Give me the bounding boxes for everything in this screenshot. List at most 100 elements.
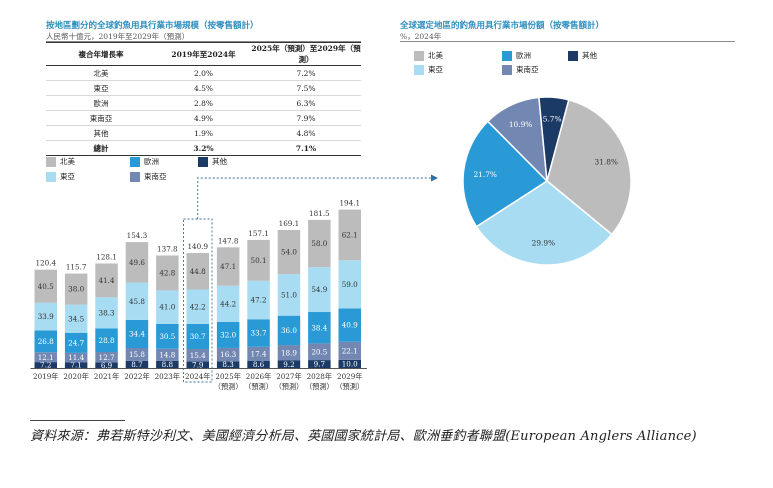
legend-item-east-asia: 東亞 bbox=[414, 64, 443, 75]
bar-total-label: 137.8 bbox=[157, 244, 178, 253]
left-header-rule bbox=[46, 41, 361, 42]
table-cell: 4.8% bbox=[251, 125, 361, 141]
bar-segment bbox=[34, 269, 57, 303]
pie-slice-label: 10.9% bbox=[509, 120, 532, 129]
bar-segment-label: 17.4 bbox=[251, 349, 267, 358]
right-header-rule bbox=[400, 41, 735, 42]
bar-segment-label: 14.8 bbox=[159, 350, 175, 359]
bar-segment bbox=[64, 332, 88, 353]
bar-segment-label: 22.1 bbox=[342, 346, 358, 355]
pie-slice bbox=[475, 180, 613, 266]
stacked-bar-chart: 7.212.1 26.8 33.9 40.5 120.4 2019年 7.111.4 24.7… bbox=[30, 199, 367, 391]
pie-chart: 31.8% 29.9% 21.7% 10.9% 5.7% bbox=[462, 96, 632, 266]
bar-segment-label: 9.2 bbox=[283, 360, 294, 369]
legend-label: 其他 bbox=[582, 51, 597, 60]
legend-item-southeast-asia: 東南亞 bbox=[502, 64, 539, 75]
bar-segment-label: 18.9 bbox=[281, 348, 297, 357]
bar-segment-label: 49.6 bbox=[129, 258, 145, 267]
bar-segment-label: 34.4 bbox=[129, 330, 145, 339]
legend-label: 東南亞 bbox=[516, 65, 539, 74]
x-tick-label: 2026年 bbox=[246, 372, 271, 381]
bar-segment-label: 28.8 bbox=[99, 336, 115, 345]
x-tick-note: （預測） bbox=[335, 382, 364, 391]
bar-segment bbox=[216, 347, 240, 362]
legend-label: 歐洲 bbox=[144, 157, 159, 166]
bar-segment bbox=[95, 328, 118, 353]
bar-segment-label: 16.3 bbox=[220, 350, 236, 359]
table-row: 北美 2.0% 7.2% bbox=[46, 65, 361, 81]
legend-item-southeast-asia: 東南亞 bbox=[130, 171, 167, 182]
bar-segment-label: 50.1 bbox=[251, 256, 267, 265]
bar-total-label: 115.7 bbox=[66, 263, 87, 272]
bar-segment-label: 24.7 bbox=[68, 338, 84, 347]
left-chart-subtitle: 人民幣十億元，2019年至2029年（預測） bbox=[46, 32, 190, 41]
bar-segment bbox=[125, 319, 149, 349]
bar-segment bbox=[34, 352, 57, 363]
bar-segment bbox=[125, 360, 149, 368]
bar-segment bbox=[186, 252, 209, 290]
bar-segment bbox=[95, 362, 118, 368]
bar-segment bbox=[186, 361, 209, 368]
bar-segment-label: 8.6 bbox=[253, 360, 265, 369]
bar-segment-label: 30.5 bbox=[159, 332, 175, 341]
bar-segment bbox=[125, 242, 149, 283]
bar-segment-label: 15.8 bbox=[129, 350, 145, 359]
bar-segment-label: 38.0 bbox=[68, 285, 84, 294]
bar-segment-label: 12.1 bbox=[38, 353, 54, 362]
table-cell: 7.5% bbox=[251, 80, 361, 96]
bar-segment-label: 54.0 bbox=[281, 248, 297, 257]
cagr-table-header: 複合年增長率 2019年至2024年 2025年（預測）至2029年（預測） bbox=[46, 42, 361, 66]
bar-segment bbox=[186, 348, 209, 362]
legend-swatch bbox=[414, 51, 424, 61]
bar-segment bbox=[95, 352, 118, 363]
table-row: 東南亞 4.9% 7.9% bbox=[46, 110, 361, 126]
legend-swatch bbox=[46, 157, 56, 167]
highlight-connector bbox=[183, 174, 438, 383]
bar-segment bbox=[338, 260, 361, 309]
x-tick-label: 2020年 bbox=[63, 372, 88, 381]
bar-total-label: 181.5 bbox=[309, 209, 330, 218]
legend-label: 歐洲 bbox=[516, 51, 531, 60]
table-cell: 東南亞 bbox=[46, 110, 156, 126]
bar-segment bbox=[308, 343, 331, 361]
bar-segment-label: 9.7 bbox=[314, 360, 326, 369]
right-chart-subtitle: %，2024年 bbox=[400, 32, 442, 41]
bar-segment-label: 42.8 bbox=[159, 269, 175, 278]
bar-total-label: 147.8 bbox=[218, 236, 239, 245]
legend-item-north-america: 北美 bbox=[414, 50, 443, 61]
bar-segment bbox=[247, 239, 270, 281]
bar-segment bbox=[338, 308, 361, 342]
bar-segment-label: 26.8 bbox=[38, 337, 54, 346]
connector-arrowhead bbox=[431, 174, 438, 182]
pie-slice bbox=[462, 120, 549, 228]
bar-segment bbox=[95, 263, 118, 298]
table-cell: 7.9% bbox=[251, 110, 361, 126]
cagr-header-period-1: 2019年至2024年 bbox=[156, 42, 251, 66]
cagr-table: 複合年增長率 2019年至2024年 2025年（預測）至2029年（預測） 北… bbox=[46, 42, 361, 156]
bar-segment bbox=[34, 362, 57, 368]
x-tick-label: 2027年 bbox=[276, 372, 301, 381]
x-tick-note: （預測） bbox=[244, 382, 273, 391]
legend-swatch bbox=[502, 65, 512, 75]
pie-slice bbox=[538, 96, 570, 182]
table-cell: 總計 bbox=[46, 140, 156, 156]
bar-segment bbox=[247, 346, 270, 361]
bar-total-label: 128.1 bbox=[96, 252, 117, 261]
bar-segment bbox=[125, 282, 149, 320]
x-tick-note: （預測） bbox=[275, 382, 304, 391]
bar-total-label: 194.1 bbox=[339, 199, 360, 208]
bar-total-label: 140.9 bbox=[187, 242, 208, 251]
bar-segment bbox=[308, 360, 331, 368]
bar-segment-label: 15.4 bbox=[190, 351, 206, 360]
bar-segment bbox=[308, 267, 331, 313]
bar-segment-label: 7.2 bbox=[40, 361, 51, 370]
bar-segment-label: 11.4 bbox=[68, 353, 84, 362]
bar-total-label: 157.1 bbox=[248, 229, 269, 238]
cagr-header-region: 複合年增長率 bbox=[46, 42, 156, 66]
bar-segment bbox=[277, 360, 301, 368]
x-tick-label: 2025年 bbox=[215, 372, 240, 381]
bar-segment bbox=[308, 219, 331, 268]
bar-segment bbox=[308, 312, 331, 344]
bar-segment-label: 7.1 bbox=[70, 361, 81, 370]
